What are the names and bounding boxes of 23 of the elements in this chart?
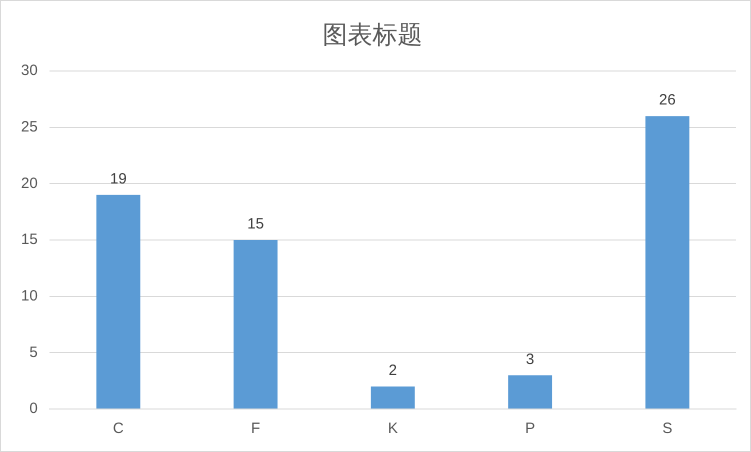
chart-title: 图表标题 xyxy=(322,20,422,49)
y-tick-label: 15 xyxy=(20,231,38,248)
y-tick-label: 0 xyxy=(29,400,38,418)
data-label: 2 xyxy=(388,362,398,380)
bar xyxy=(370,386,415,408)
bar xyxy=(234,240,278,408)
x-tick-label: C xyxy=(112,420,124,438)
y-tick-label: 30 xyxy=(20,62,38,80)
y-tick-label: 25 xyxy=(20,118,38,136)
x-tick-label: S xyxy=(662,420,672,438)
x-tick-label: F xyxy=(250,420,260,438)
data-label: 3 xyxy=(526,350,534,368)
y-tick-label: 10 xyxy=(20,287,38,304)
x-tick-label: K xyxy=(388,420,398,438)
bar xyxy=(96,194,140,408)
bar xyxy=(508,375,552,408)
data-label: 15 xyxy=(247,216,264,233)
y-tick-label: 20 xyxy=(20,174,38,192)
bar xyxy=(645,116,690,408)
y-tick-label: 5 xyxy=(29,344,38,361)
x-tick-label: P xyxy=(525,420,536,438)
data-label: 19 xyxy=(110,170,127,188)
data-label: 26 xyxy=(659,92,676,109)
